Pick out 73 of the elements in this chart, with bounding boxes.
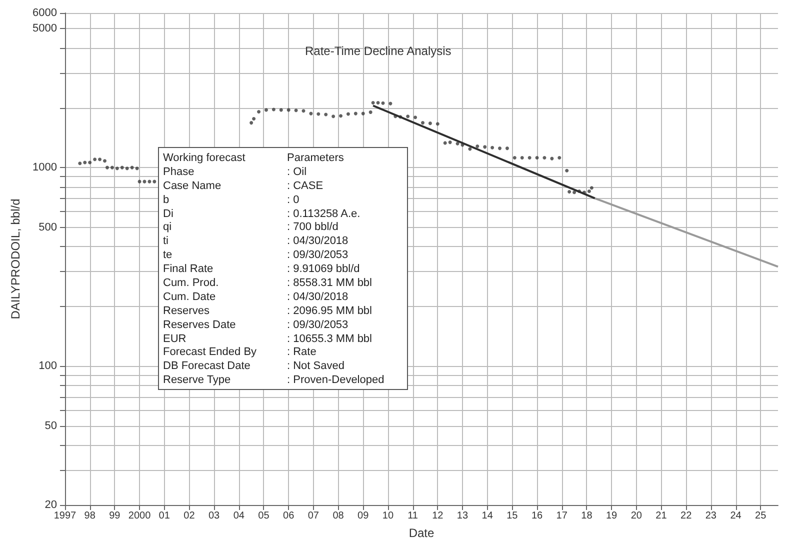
y-tick-label: 1000 xyxy=(32,162,57,174)
annotation: DB Forecast Date xyxy=(163,360,252,374)
annotation: b xyxy=(163,194,170,208)
y-tick-label: 500 xyxy=(38,221,57,234)
x-tick-label: 06 xyxy=(283,510,295,522)
annotation: : Oil xyxy=(287,166,308,180)
x-tick-label: 20 xyxy=(630,510,642,522)
annotation: Cum. Date xyxy=(163,290,217,305)
annotation: Phase xyxy=(163,166,196,180)
annotation: Cum. Prod. xyxy=(163,277,220,291)
annotation: Forecast Ended By xyxy=(163,346,258,360)
y-tick-label: 6000 xyxy=(32,7,57,19)
y-tick-label: 50 xyxy=(44,420,57,432)
annotation: : 10655.3 MM bbl xyxy=(287,332,373,346)
annotation: : Rate xyxy=(287,346,318,360)
annotation: EUR xyxy=(163,332,188,346)
x-tick-label: 17 xyxy=(556,510,568,522)
annotation: : 9.91069 bbl/d xyxy=(287,263,361,278)
annotation: : 09/30/2053 xyxy=(287,249,350,264)
x-tick-label: 10 xyxy=(382,510,394,522)
x-tick-label: 25 xyxy=(755,510,767,522)
annotation: Final Rate xyxy=(163,263,214,278)
annotation: Case Name xyxy=(163,180,222,194)
annotation: ti xyxy=(163,235,170,250)
annotation: Reserves Date xyxy=(163,318,237,333)
y-axis-title: DAILYPRODOIL, bbl/d xyxy=(8,198,23,320)
x-tick-label: 98 xyxy=(84,510,96,522)
x-tick-label: 12 xyxy=(432,510,444,522)
annotation: : Not Saved xyxy=(287,360,346,374)
x-tick-label: 11 xyxy=(408,510,418,522)
x-tick-label: 02 xyxy=(184,510,196,522)
x-tick-label: 03 xyxy=(208,510,220,522)
x-tick-label: 01 xyxy=(158,510,170,522)
x-tick-label: 22 xyxy=(680,510,692,522)
x-tick-label: 21 xyxy=(656,510,668,522)
annotation: : CASE xyxy=(287,180,324,194)
annotation: : 2096.95 MM bbl xyxy=(287,304,373,319)
annotation: Working forecast xyxy=(163,152,246,166)
x-tick-label: 1997 xyxy=(54,510,77,522)
x-tick-label: 18 xyxy=(581,510,593,522)
annotation: : 0.113258 A.e. xyxy=(287,208,362,222)
annotation: : 04/30/2018 xyxy=(287,290,350,305)
annotation: Parameters xyxy=(287,152,345,166)
annotation: : 8558.31 MM bbl xyxy=(287,277,373,291)
annotation: te xyxy=(163,249,174,264)
x-axis-title: Date xyxy=(408,526,434,540)
x-tick-label: 14 xyxy=(482,510,494,522)
annotation: : 09/30/2053 xyxy=(287,318,350,333)
x-tick-label: 19 xyxy=(606,510,618,522)
x-tick-label: 2000 xyxy=(128,510,152,522)
y-tick-label: 100 xyxy=(38,360,57,372)
x-tick-label: 23 xyxy=(705,510,717,522)
x-tick-label: 15 xyxy=(506,510,518,522)
annotation: : Proven-Developed xyxy=(287,374,386,388)
y-tick-label: 5000 xyxy=(32,22,57,35)
text: Rate-Time Decline Analysis xyxy=(305,44,452,58)
x-tick-label: 08 xyxy=(332,510,344,522)
x-tick-label: 99 xyxy=(109,510,121,522)
annotation: Reserves xyxy=(163,304,210,319)
annotation: qi xyxy=(163,221,173,236)
annotation: Di xyxy=(163,208,174,222)
y-tick-label: 20 xyxy=(44,499,57,511)
x-tick-label: 05 xyxy=(258,510,270,522)
x-tick-label: 04 xyxy=(233,510,245,522)
annotation: : 700 bbl/d xyxy=(287,221,340,236)
annotation: : 0 xyxy=(287,194,300,208)
x-tick-label: 24 xyxy=(730,510,742,522)
x-tick-label: 16 xyxy=(531,510,544,522)
annotation: Reserve Type xyxy=(163,374,232,388)
annotation: : 04/30/2018 xyxy=(287,235,350,250)
x-tick-label: 13 xyxy=(456,510,468,522)
x-tick-label: 07 xyxy=(308,510,320,522)
x-tick-label: 09 xyxy=(358,510,370,522)
